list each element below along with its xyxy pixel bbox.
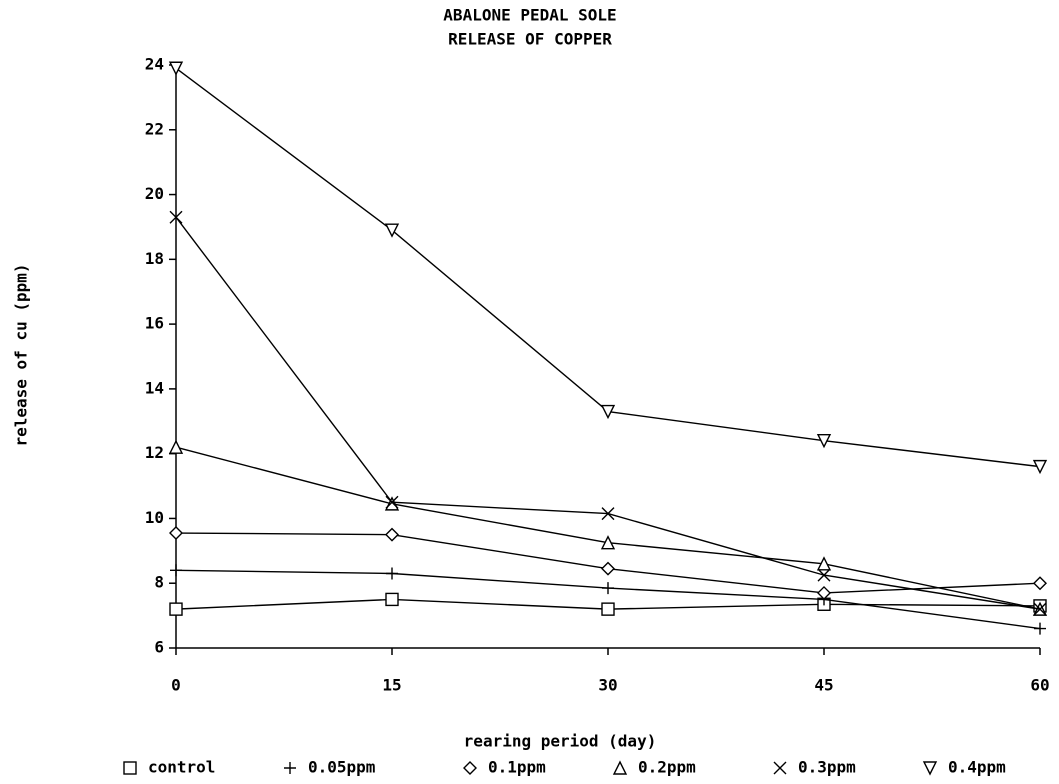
y-tick-label: 14 — [145, 378, 164, 397]
legend-label: 0.1ppm — [488, 758, 546, 777]
legend-label: control — [148, 758, 215, 777]
x-tick-label: 30 — [598, 676, 617, 695]
legend-marker — [922, 761, 938, 776]
marker — [169, 210, 183, 224]
marker — [816, 556, 832, 571]
marker — [601, 561, 615, 576]
y-tick-label: 24 — [145, 55, 164, 74]
x-tick-label: 15 — [382, 676, 401, 695]
legend-marker — [612, 760, 628, 775]
x-tick-label: 0 — [171, 676, 181, 695]
legend-label: 0.3ppm — [798, 758, 856, 777]
marker — [169, 526, 183, 541]
x-tick-label: 60 — [1030, 676, 1049, 695]
marker — [601, 602, 615, 616]
marker — [1033, 602, 1047, 616]
marker — [1034, 622, 1046, 635]
legend-marker — [463, 761, 477, 775]
marker — [170, 564, 182, 577]
y-tick-label: 22 — [145, 119, 164, 138]
chart-title: ABALONE PEDAL SOLE — [443, 6, 616, 25]
marker — [168, 439, 184, 454]
legend-label: 0.05ppm — [308, 758, 376, 777]
marker — [169, 602, 183, 616]
marker — [385, 592, 399, 607]
y-axis-label: release of cu (ppm) — [12, 263, 31, 446]
series-line — [175, 569, 1041, 630]
marker — [816, 434, 832, 449]
chart-subtitle: RELEASE OF COPPER — [448, 30, 612, 49]
y-tick-label: 12 — [145, 443, 164, 462]
marker — [385, 495, 399, 509]
marker — [384, 496, 400, 511]
x-axis-label: rearing period (day) — [464, 732, 657, 751]
marker — [602, 582, 614, 595]
y-tick-label: 16 — [145, 314, 164, 333]
y-tick-label: 8 — [154, 573, 164, 592]
marker — [600, 404, 616, 420]
marker — [385, 527, 399, 542]
legend-label: 0.4ppm — [948, 758, 1006, 777]
marker — [601, 507, 615, 521]
marker — [1032, 459, 1048, 475]
marker — [817, 568, 831, 582]
marker — [817, 585, 831, 600]
legend-marker — [284, 762, 296, 774]
marker — [600, 535, 616, 550]
marker — [384, 223, 400, 238]
x-tick-label: 45 — [814, 676, 833, 695]
legend-marker — [123, 761, 137, 775]
legend-label: 0.2ppm — [638, 758, 696, 777]
marker — [168, 61, 184, 76]
y-tick-label: 10 — [145, 508, 164, 527]
y-tick-label: 20 — [145, 184, 164, 203]
y-tick-label: 18 — [145, 249, 164, 268]
y-tick-label: 6 — [154, 638, 164, 657]
marker — [1033, 576, 1047, 591]
marker — [386, 567, 398, 580]
legend-marker — [773, 761, 787, 775]
